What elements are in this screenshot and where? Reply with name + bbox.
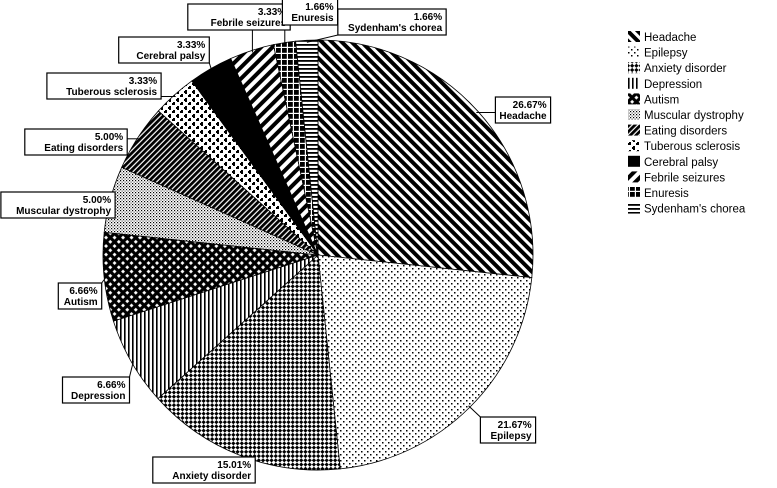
data-label-depression: 6.66%Depression bbox=[61, 376, 131, 404]
data-label-value: 15.01% bbox=[217, 460, 251, 471]
legend-swatch bbox=[628, 109, 640, 120]
data-label-muscular-dystrophy: 5.00%Muscular dystrophy bbox=[0, 191, 116, 219]
data-label-cerebral-palsy: 3.33%Cerebral palsy bbox=[118, 36, 210, 64]
data-label-value: 3.33% bbox=[177, 40, 205, 51]
data-label-value: 26.67% bbox=[513, 100, 547, 111]
leader-line-depression bbox=[129, 361, 134, 378]
data-label-name: Febrile seizures bbox=[211, 18, 287, 29]
data-label-headache: 26.67%Headache bbox=[494, 96, 552, 124]
legend-swatch bbox=[628, 171, 640, 183]
data-label-febrile-seizures: 3.33%Febrile seizures bbox=[187, 3, 291, 31]
legend-swatch bbox=[628, 124, 640, 136]
data-label-name: Sydenham's chorea bbox=[348, 23, 443, 34]
data-label-sydenham-s-chorea: 1.66%Sydenham's chorea bbox=[337, 8, 447, 36]
legend-swatch bbox=[628, 155, 640, 167]
pie-slice-headache bbox=[317, 39, 534, 279]
legend-label: Sydenham's chorea bbox=[644, 204, 746, 216]
data-label-name: Headache bbox=[499, 111, 547, 122]
data-label-value: 5.00% bbox=[83, 195, 111, 206]
data-label-anxiety-disorder: 15.01%Anxiety disorder bbox=[152, 456, 256, 484]
legend-swatch bbox=[628, 140, 640, 152]
legend-item-muscular-dystrophy: Muscular dystrophy bbox=[628, 109, 744, 122]
legend-swatch bbox=[628, 202, 640, 214]
data-label-value: 6.66% bbox=[69, 286, 97, 297]
legend-label: Anxiety disorder bbox=[644, 63, 727, 75]
legend-swatch bbox=[628, 77, 640, 89]
data-label-name: Depression bbox=[71, 391, 125, 402]
data-label-name: Cerebral palsy bbox=[136, 51, 205, 62]
leader-line-autism bbox=[101, 276, 107, 284]
legend-label: Epilepsy bbox=[644, 48, 688, 60]
data-label-name: Epilepsy bbox=[490, 431, 532, 442]
data-label-name: Anxiety disorder bbox=[172, 471, 251, 482]
leader-line-epilepsy bbox=[468, 405, 481, 418]
legend-item-cerebral-palsy: Cerebral palsy bbox=[628, 155, 718, 169]
legend-swatch bbox=[628, 93, 640, 105]
legend-label: Muscular dystrophy bbox=[644, 110, 744, 122]
legend-label: Headache bbox=[644, 32, 696, 44]
data-label-name: Enuresis bbox=[291, 13, 334, 24]
legend-item-tuberous-sclerosis: Tuberous sclerosis bbox=[628, 140, 740, 153]
legend-label: Eating disorders bbox=[644, 126, 727, 138]
data-label-value: 3.33% bbox=[129, 76, 157, 87]
legend-swatch bbox=[628, 62, 640, 74]
legend-label: Enuresis bbox=[644, 188, 689, 200]
legend-item-headache: Headache bbox=[628, 31, 696, 44]
leader-line-cerebral-palsy bbox=[208, 62, 213, 71]
data-label-name: Eating disorders bbox=[44, 143, 123, 154]
legend-label: Tuberous sclerosis bbox=[644, 141, 740, 153]
legend-item-autism: Autism bbox=[628, 93, 679, 106]
data-label-name: Autism bbox=[64, 297, 98, 308]
legend-label: Depression bbox=[644, 79, 702, 91]
legend-swatch bbox=[628, 46, 640, 58]
legend-item-epilepsy: Epilepsy bbox=[628, 46, 688, 60]
legend: Headache Epilepsy Anxiety disorder Depressi… bbox=[628, 31, 746, 216]
data-label-value: 1.66% bbox=[305, 2, 333, 13]
data-label-name: Tuberous sclerosis bbox=[66, 87, 157, 98]
legend-item-febrile-seizures: Febrile seizures bbox=[628, 171, 725, 184]
legend-item-eating-disorders: Eating disorders bbox=[628, 124, 727, 138]
data-label-value: 21.67% bbox=[498, 420, 532, 431]
legend-item-enuresis: Enuresis bbox=[628, 187, 689, 200]
leader-line-sydenham-s-chorea bbox=[306, 34, 339, 43]
data-label-name: Muscular dystrophy bbox=[16, 206, 111, 217]
legend-label: Cerebral palsy bbox=[644, 157, 718, 169]
legend-label: Febrile seizures bbox=[644, 172, 725, 184]
data-label-autism: 6.66%Autism bbox=[57, 282, 103, 310]
legend-item-sydenham-s-chorea: Sydenham's chorea bbox=[628, 202, 746, 216]
data-label-tuberous-sclerosis: 3.33%Tuberous sclerosis bbox=[46, 72, 162, 100]
data-label-value: 6.66% bbox=[97, 380, 125, 391]
legend-item-anxiety-disorder: Anxiety disorder bbox=[628, 62, 727, 75]
data-label-value: 5.00% bbox=[95, 132, 123, 143]
pie-slice-anxiety-disorder bbox=[157, 254, 341, 471]
data-label-eating-disorders: 5.00%Eating disorders bbox=[24, 128, 128, 156]
legend-item-depression: Depression bbox=[628, 77, 702, 91]
data-label-value: 3.33% bbox=[258, 7, 286, 18]
legend-swatch bbox=[628, 187, 640, 198]
data-label-epilepsy: 21.67%Epilepsy bbox=[479, 416, 537, 444]
data-label-enuresis: 1.66%Enuresis bbox=[281, 0, 339, 26]
legend-swatch bbox=[628, 31, 640, 42]
data-label-value: 1.66% bbox=[414, 12, 442, 23]
legend-label: Autism bbox=[644, 94, 679, 106]
